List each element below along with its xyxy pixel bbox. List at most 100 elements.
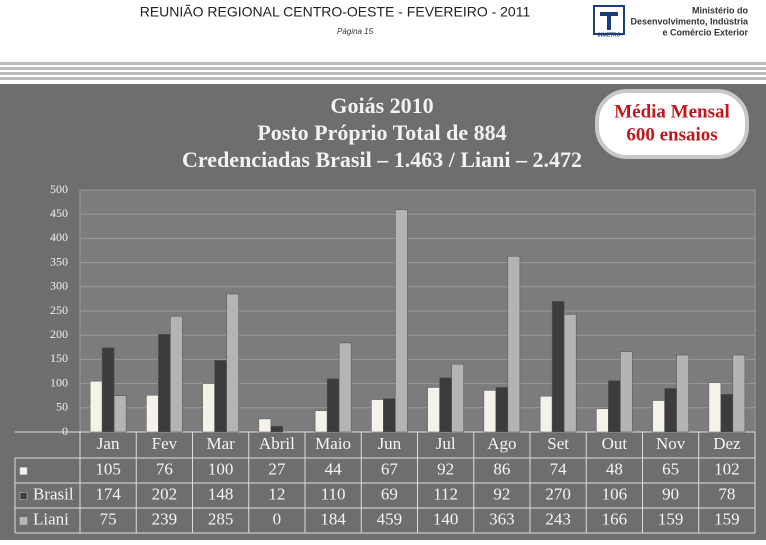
table-value: 86 bbox=[493, 459, 510, 478]
table-value: 243 bbox=[545, 509, 571, 528]
table-value: 148 bbox=[208, 484, 234, 503]
chart-title: Credenciadas Brasil – 1.463 / Liani – 2.… bbox=[182, 147, 582, 172]
table-value: 78 bbox=[718, 484, 735, 503]
bar bbox=[664, 388, 677, 433]
bar bbox=[652, 400, 665, 433]
legend-label: Brasil bbox=[33, 484, 74, 503]
table-value: 174 bbox=[95, 484, 121, 503]
table-value: 76 bbox=[156, 459, 173, 478]
bar bbox=[258, 418, 272, 433]
stripes bbox=[0, 62, 766, 80]
bar bbox=[507, 256, 521, 433]
bar bbox=[158, 333, 171, 433]
bar bbox=[483, 390, 497, 433]
x-tick-label: Maio bbox=[315, 434, 351, 453]
y-tick-label: 150 bbox=[50, 351, 68, 365]
bar bbox=[427, 387, 440, 433]
ministry-line: e Comércio Exterior bbox=[662, 27, 748, 37]
ministry-line: Desenvolvimento, Indústria bbox=[630, 16, 749, 26]
x-tick-label: Jan bbox=[97, 434, 120, 453]
x-tick-label: Ago bbox=[487, 434, 516, 453]
table-value: 100 bbox=[208, 459, 234, 478]
legend-swatch bbox=[19, 517, 28, 525]
bar bbox=[732, 354, 746, 433]
table-value: 92 bbox=[493, 484, 510, 503]
bar bbox=[226, 293, 239, 433]
x-tick-label: Jul bbox=[436, 434, 456, 453]
bar bbox=[270, 425, 284, 433]
table-value: 270 bbox=[545, 484, 571, 503]
y-tick-label: 0 bbox=[62, 424, 68, 438]
x-tick-label: Jun bbox=[378, 434, 402, 453]
chart-title: Goiás 2010 bbox=[330, 93, 433, 118]
bar bbox=[608, 380, 621, 433]
bar bbox=[214, 360, 227, 433]
x-tick-label: Set bbox=[547, 434, 569, 453]
legend-label: Liani bbox=[33, 509, 69, 528]
legend-swatch bbox=[19, 467, 28, 475]
chart-title: Posto Próprio Total de 884 bbox=[257, 120, 506, 145]
legend-swatch bbox=[19, 492, 28, 500]
table-value: 27 bbox=[268, 459, 286, 478]
x-tick-label: Mar bbox=[206, 434, 235, 453]
bar bbox=[202, 383, 215, 433]
x-tick-label: Dez bbox=[713, 434, 741, 453]
table-value: 69 bbox=[381, 484, 398, 503]
y-tick-label: 50 bbox=[56, 400, 68, 414]
page-number: Página 15 bbox=[337, 27, 374, 36]
y-tick-label: 250 bbox=[50, 303, 68, 317]
bar bbox=[708, 382, 722, 433]
table-value: 74 bbox=[550, 459, 568, 478]
table-value: 92 bbox=[437, 459, 454, 478]
table-value: 159 bbox=[714, 509, 740, 528]
bar bbox=[383, 398, 396, 433]
x-tick-label: Out bbox=[602, 434, 628, 453]
x-tick-label: Abril bbox=[259, 434, 295, 453]
y-tick-label: 500 bbox=[50, 182, 68, 196]
table-value: 110 bbox=[321, 484, 346, 503]
bar bbox=[495, 387, 509, 433]
bar bbox=[451, 363, 464, 433]
bar bbox=[101, 347, 115, 433]
table-value: 0 bbox=[273, 509, 282, 528]
table-value: 166 bbox=[602, 509, 628, 528]
table-value: 12 bbox=[268, 484, 285, 503]
table-value: 67 bbox=[381, 459, 399, 478]
table-value: 48 bbox=[606, 459, 623, 478]
y-tick-label: 200 bbox=[50, 327, 68, 341]
table-value: 106 bbox=[602, 484, 628, 503]
bar bbox=[338, 342, 352, 433]
table-value: 184 bbox=[320, 509, 346, 528]
table-value: 285 bbox=[208, 509, 234, 528]
ministry-line: Ministério do bbox=[692, 5, 749, 15]
y-tick-label: 400 bbox=[50, 230, 68, 244]
table-value: 112 bbox=[433, 484, 458, 503]
bar bbox=[170, 316, 183, 433]
table-value: 65 bbox=[662, 459, 679, 478]
bar bbox=[676, 354, 689, 433]
table-value: 159 bbox=[658, 509, 684, 528]
bar bbox=[89, 380, 103, 433]
bar bbox=[620, 351, 633, 433]
y-tick-label: 350 bbox=[50, 254, 68, 268]
table-value: 44 bbox=[325, 459, 343, 478]
bar bbox=[314, 410, 328, 433]
y-tick-label: 300 bbox=[50, 279, 68, 293]
logo-mark bbox=[600, 12, 618, 30]
bar bbox=[395, 209, 408, 433]
bar bbox=[113, 395, 127, 433]
table-value: 239 bbox=[152, 509, 178, 528]
x-tick-label: Fev bbox=[152, 434, 178, 453]
annotation: Média Mensal bbox=[614, 101, 730, 122]
table-value: 75 bbox=[100, 509, 117, 528]
table-value: 90 bbox=[662, 484, 679, 503]
x-tick-label: Nov bbox=[656, 434, 686, 453]
bar bbox=[539, 395, 553, 433]
bar bbox=[596, 408, 609, 433]
table-value: 459 bbox=[377, 509, 403, 528]
annotation: 600 ensaios bbox=[626, 124, 717, 145]
logo-text: INMETRO bbox=[597, 32, 620, 38]
bar bbox=[371, 399, 384, 433]
bar bbox=[720, 393, 734, 433]
